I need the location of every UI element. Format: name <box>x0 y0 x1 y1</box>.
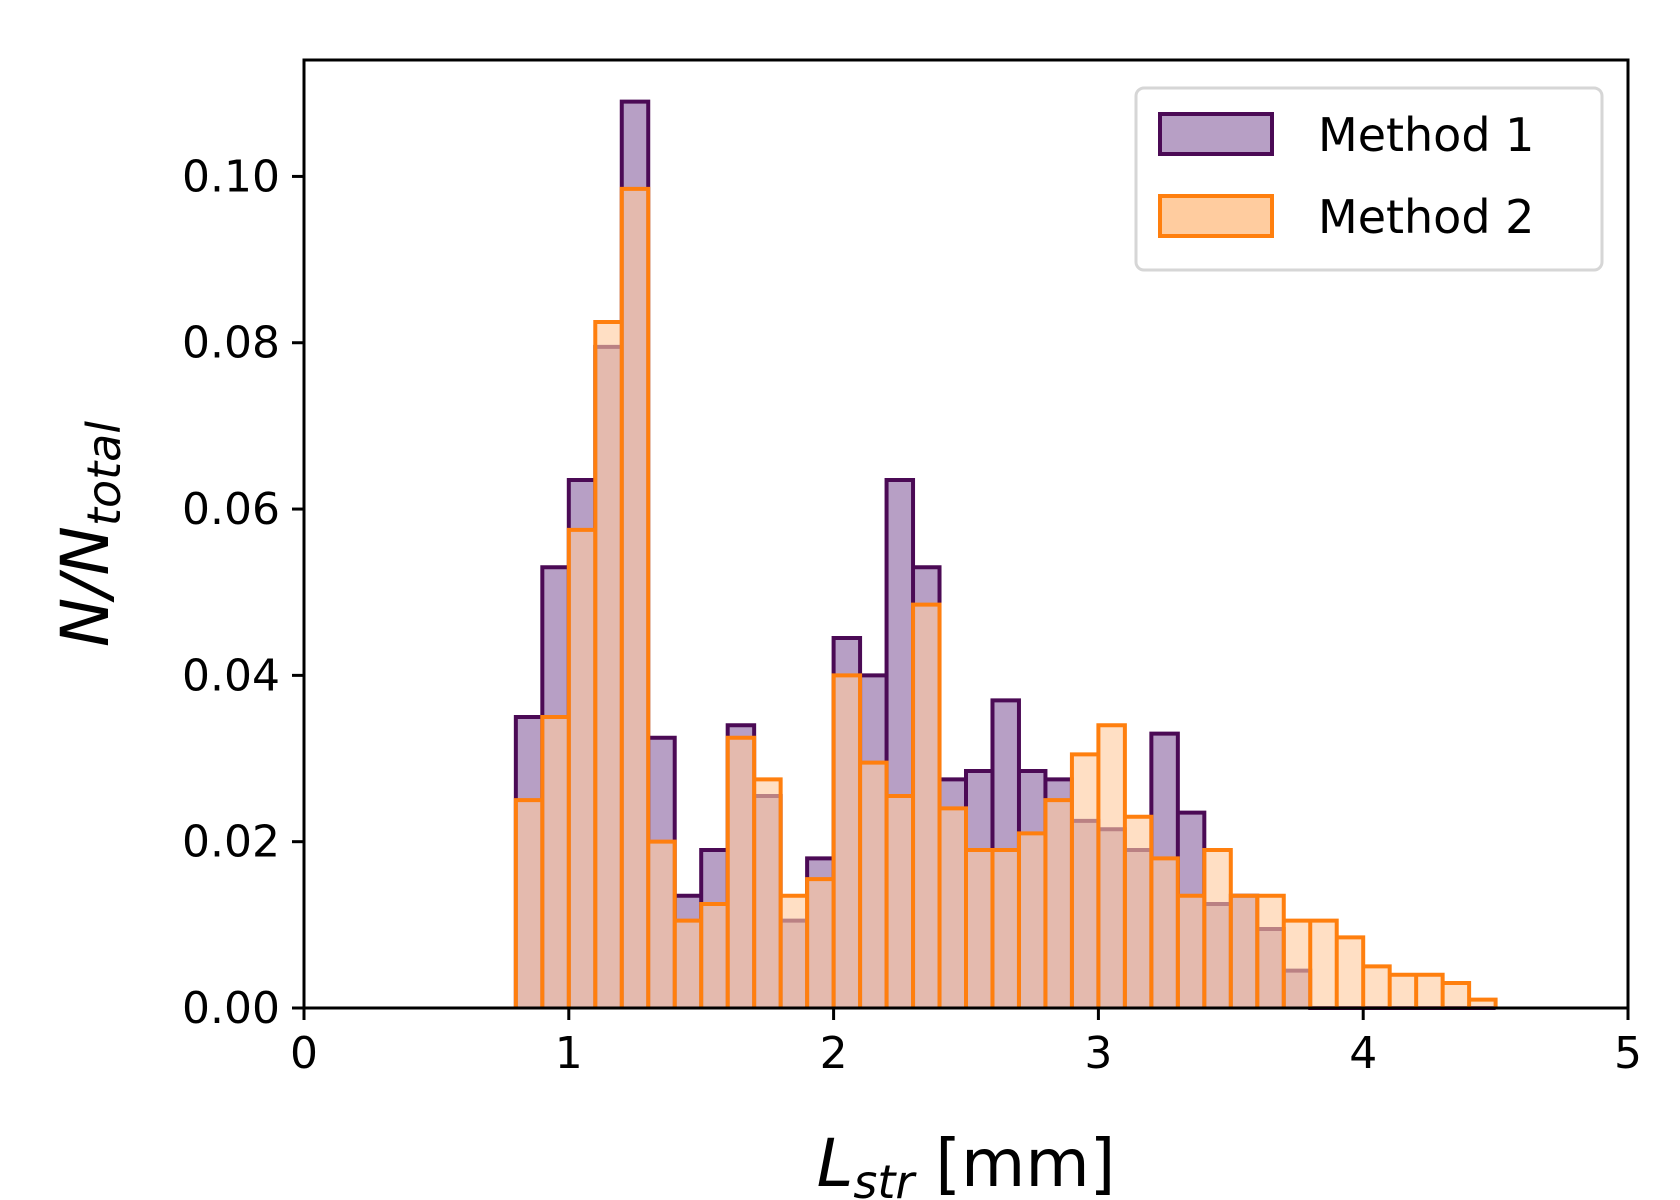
bar <box>1124 816 1152 1008</box>
bar <box>860 762 887 1008</box>
bar <box>1257 895 1284 1008</box>
legend-swatch-method-1 <box>1158 112 1274 156</box>
bar <box>727 737 755 1008</box>
bar <box>833 675 861 1008</box>
bar <box>1177 895 1205 1008</box>
legend-label-method-1: Method 1 <box>1318 108 1534 162</box>
bar <box>1151 858 1178 1008</box>
x-tick-label: 0 <box>290 1028 318 1079</box>
x-axis-title-unit: [mm] <box>914 1125 1115 1200</box>
bar <box>1336 937 1364 1008</box>
series-2-outline <box>513 186 1498 1008</box>
bar <box>1389 974 1417 1008</box>
bar <box>807 879 834 1008</box>
y-tick-label: 0.04 <box>182 650 280 701</box>
bar <box>1363 966 1390 1008</box>
x-axis-title-symbol: L <box>817 1125 854 1200</box>
x-tick-label: 3 <box>1084 1028 1112 1079</box>
y-tick-label: 0.06 <box>182 484 280 535</box>
bar <box>780 895 808 1008</box>
y-tick-label: 0.08 <box>182 318 280 369</box>
bar <box>595 321 622 1008</box>
bar <box>966 850 993 1008</box>
y-axis: 0.00 0.02 0.04 0.06 0.08 0.10 <box>182 151 304 1034</box>
bar <box>1416 974 1443 1008</box>
plot-area <box>513 99 1498 1010</box>
series-2-bars <box>515 188 1496 1009</box>
bar <box>701 904 728 1008</box>
bar <box>1469 999 1496 1008</box>
y-tick-label: 0.02 <box>182 817 280 868</box>
bar <box>1018 833 1046 1008</box>
legend-label-method-2: Method 2 <box>1318 190 1534 244</box>
axes-frame <box>302 58 1630 1010</box>
series-2 <box>513 186 1498 1009</box>
legend: Method 1 Method 2 <box>1134 86 1604 272</box>
bar <box>515 800 543 1008</box>
bar <box>648 841 675 1008</box>
bar <box>1230 895 1258 1008</box>
y-tick-label: 0.00 <box>182 983 280 1034</box>
bar <box>1310 920 1337 1008</box>
bar <box>621 188 649 1009</box>
y-axis-title-numerator: N <box>47 598 124 647</box>
bar <box>568 529 596 1008</box>
legend-swatch-method-2 <box>1158 194 1274 238</box>
bar <box>913 604 940 1008</box>
y-axis-title-subscript: total <box>77 421 131 526</box>
x-tick-label: 2 <box>820 1028 848 1079</box>
y-axis-title: N/Ntotal <box>47 421 131 647</box>
bar <box>992 850 1019 1008</box>
x-axis-title: Lstr [mm] <box>817 1125 1116 1200</box>
bar <box>542 716 569 1008</box>
y-axis-title-denominator: N <box>47 526 124 575</box>
bar <box>674 920 702 1008</box>
bar <box>1045 800 1072 1008</box>
x-axis-title-subscript: str <box>853 1155 917 1200</box>
bar <box>1098 725 1125 1008</box>
bar <box>1204 850 1231 1008</box>
x-tick-label: 1 <box>555 1028 583 1079</box>
bar <box>1283 920 1311 1008</box>
bar <box>886 795 914 1008</box>
y-tick-label: 0.10 <box>182 151 280 202</box>
bar <box>754 779 781 1008</box>
bar <box>1071 754 1099 1008</box>
bar <box>1442 983 1470 1008</box>
x-tick-label: 5 <box>1614 1028 1642 1079</box>
bar <box>939 808 966 1008</box>
x-tick-label: 4 <box>1349 1028 1377 1079</box>
x-axis: 0 1 2 3 4 5 <box>290 1008 1642 1079</box>
